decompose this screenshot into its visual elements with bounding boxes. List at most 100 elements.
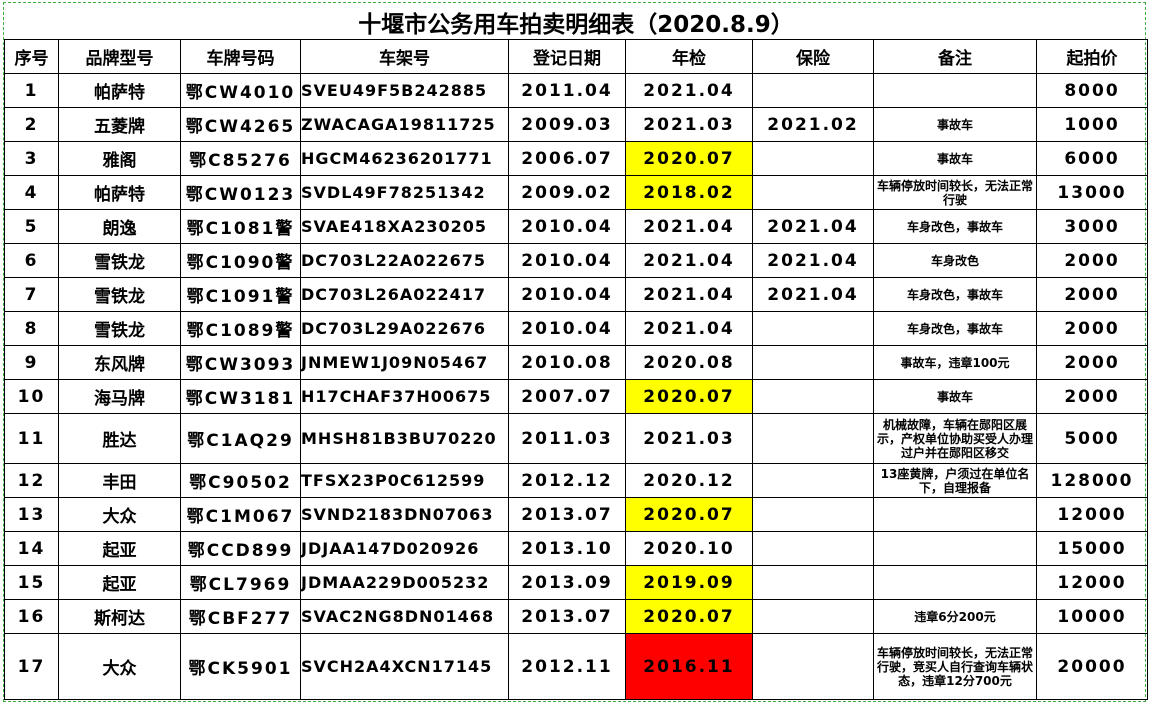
header-cell: 保险 [752, 39, 874, 74]
cell-reg: 2013.09 [508, 565, 626, 600]
cell-no: 10 [4, 379, 59, 414]
cell-reg: 2012.11 [508, 633, 626, 700]
cell-brand: 五菱牌 [58, 107, 181, 142]
cell-brand: 大众 [58, 633, 181, 700]
cell-vin: JNMEW1J09N05467 [300, 345, 509, 380]
cell-no: 7 [4, 277, 59, 312]
cell-brand: 丰田 [58, 463, 181, 498]
cell-no: 12 [4, 463, 59, 498]
cell-reg: 2009.03 [508, 107, 626, 142]
cell-no: 14 [4, 531, 59, 566]
table-row: 5 朗逸 鄂C1081警 SVAE418XA230205 2010.04 2021.04 2… [4, 209, 1148, 244]
cell-insure: 2021.04 [752, 209, 874, 244]
cell-plate: 鄂CL7969 [180, 565, 301, 600]
cell-brand: 海马牌 [58, 379, 181, 414]
cell-insure [752, 599, 874, 634]
cell-note: 车身改色，事故车 [873, 209, 1037, 244]
cell-insure: 2021.02 [752, 107, 874, 142]
cell-brand: 大众 [58, 497, 181, 532]
cell-reg: 2013.10 [508, 531, 626, 566]
cell-note: 车辆停放时间较长，无法正常行驶 [873, 175, 1037, 210]
cell-note [873, 73, 1037, 108]
cell-no: 3 [4, 141, 59, 176]
cell-reg: 2013.07 [508, 497, 626, 532]
cell-plate: 鄂CK5901 [180, 633, 301, 700]
cell-plate: 鄂CW3181 [180, 379, 301, 414]
cell-brand: 东风牌 [58, 345, 181, 380]
cell-plate: 鄂C1081警 [180, 209, 301, 244]
cell-vin: TFSX23P0C612599 [300, 463, 509, 498]
cell-note: 车身改色 [873, 243, 1037, 278]
cell-note: 车身改色，事故车 [873, 277, 1037, 312]
cell-note [873, 497, 1037, 532]
table-row: 12 丰田 鄂C90502 TFSX23P0C612599 2012.12 2020.12… [4, 463, 1148, 498]
cell-brand: 帕萨特 [58, 73, 181, 108]
cell-no: 1 [4, 73, 59, 108]
cell-note: 车身改色，事故车 [873, 311, 1037, 346]
table-row: 8 雪铁龙 鄂C1089警 DC703L29A022676 2010.04 2021.04… [4, 311, 1148, 346]
cell-insure [752, 565, 874, 600]
table-row: 2 五菱牌 鄂CW4265 ZWACAGA19811725 2009.03 2021.03… [4, 107, 1148, 142]
cell-no: 17 [4, 633, 59, 700]
cell-insure [752, 379, 874, 414]
cell-inspect: 2021.04 [625, 243, 753, 278]
cell-no: 8 [4, 311, 59, 346]
cell-no: 15 [4, 565, 59, 600]
cell-price: 13000 [1036, 175, 1148, 210]
header-cell: 品牌型号 [58, 39, 181, 74]
table-row: 9 东风牌 鄂CW3093 JNMEW1J09N05467 2010.08 2020.08… [4, 345, 1148, 380]
cell-insure [752, 345, 874, 380]
cell-note [873, 565, 1037, 600]
cell-inspect: 2020.12 [625, 463, 753, 498]
header-cell: 登记日期 [508, 39, 626, 74]
table-row: 14 起亚 鄂CCD899 JDJAA147D020926 2013.10 2020.10… [4, 531, 1148, 566]
cell-vin: SVAE418XA230205 [300, 209, 509, 244]
cell-plate: 鄂CCD899 [180, 531, 301, 566]
cell-insure [752, 413, 874, 464]
cell-note: 违章6分200元 [873, 599, 1037, 634]
cell-inspect: 2020.07 [625, 379, 753, 414]
header-cell: 备注 [873, 39, 1037, 74]
cell-insure [752, 73, 874, 108]
cell-plate: 鄂C1M067 [180, 497, 301, 532]
cell-vin: MHSH81B3BU70220 [300, 413, 509, 464]
cell-brand: 起亚 [58, 531, 181, 566]
auction-table: 十堰市公务用车拍卖明细表（2020.8.9） 序号 品牌型号 车牌号码 车架号 … [4, 4, 1148, 700]
cell-plate: 鄂CW4265 [180, 107, 301, 142]
cell-insure: 2021.04 [752, 277, 874, 312]
cell-brand: 起亚 [58, 565, 181, 600]
cell-price: 2000 [1036, 277, 1148, 312]
cell-price: 2000 [1036, 243, 1148, 278]
cell-brand: 朗逸 [58, 209, 181, 244]
cell-inspect: 2020.08 [625, 345, 753, 380]
cell-brand: 雪铁龙 [58, 277, 181, 312]
header-cell: 年检 [625, 39, 753, 74]
cell-price: 10000 [1036, 599, 1148, 634]
cell-vin: ZWACAGA19811725 [300, 107, 509, 142]
cell-inspect: 2020.07 [625, 497, 753, 532]
cell-insure [752, 463, 874, 498]
cell-inspect: 2016.11 [625, 633, 753, 700]
cell-vin: SVCH2A4XCN17145 [300, 633, 509, 700]
page-title: 十堰市公务用车拍卖明细表（2020.8.9） [4, 4, 1148, 40]
cell-insure [752, 531, 874, 566]
cell-price: 2000 [1036, 379, 1148, 414]
header-cell: 车架号 [300, 39, 509, 74]
cell-vin: SVND2183DN07063 [300, 497, 509, 532]
cell-inspect: 2021.04 [625, 311, 753, 346]
table-row: 1 帕萨特 鄂CW4010 SVEU49F5B242885 2011.04 2021.04… [4, 73, 1148, 108]
cell-brand: 帕萨特 [58, 175, 181, 210]
cell-inspect: 2020.07 [625, 599, 753, 634]
cell-reg: 2011.04 [508, 73, 626, 108]
cell-price: 8000 [1036, 73, 1148, 108]
cell-note: 13座黄牌，户须过在单位名下，自理报备 [873, 463, 1037, 498]
cell-vin: SVAC2NG8DN01468 [300, 599, 509, 634]
cell-plate: 鄂C90502 [180, 463, 301, 498]
cell-insure: 2021.04 [752, 243, 874, 278]
cell-price: 128000 [1036, 463, 1148, 498]
table-row: 11 胜达 鄂C1AQ29 MHSH81B3BU70220 2011.03 2021.03… [4, 413, 1148, 464]
cell-no: 5 [4, 209, 59, 244]
cell-vin: HGCM46236201771 [300, 141, 509, 176]
cell-price: 2000 [1036, 345, 1148, 380]
cell-note: 事故车 [873, 141, 1037, 176]
